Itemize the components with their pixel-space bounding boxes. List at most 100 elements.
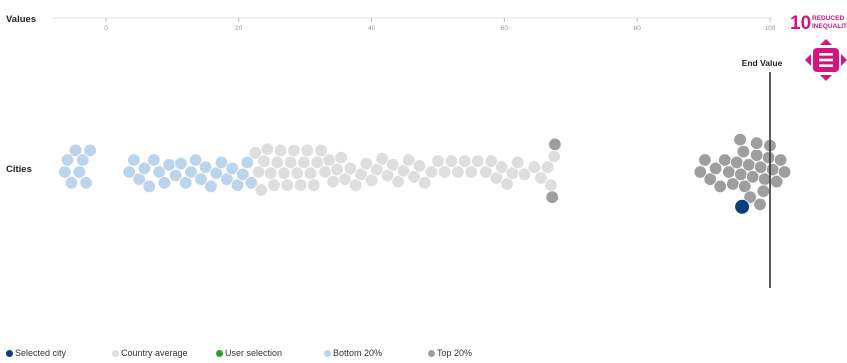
country-average-point[interactable] — [273, 143, 288, 158]
bottom-20-point[interactable] — [76, 153, 90, 167]
top-20-point[interactable] — [730, 155, 744, 170]
top-20-point[interactable] — [703, 172, 717, 186]
country-average-point[interactable] — [484, 154, 498, 168]
top-20-point[interactable] — [698, 153, 712, 167]
country-average-point[interactable] — [540, 160, 555, 174]
bottom-20-point[interactable] — [142, 179, 156, 194]
top-20-point[interactable] — [548, 137, 562, 152]
bottom-20-point[interactable] — [214, 155, 229, 170]
bottom-20-point[interactable] — [236, 167, 250, 182]
country-average-point[interactable] — [287, 143, 301, 158]
country-average-point[interactable] — [489, 171, 504, 185]
country-average-point[interactable] — [283, 155, 298, 170]
bottom-20-point[interactable] — [147, 153, 161, 167]
top-20-point[interactable] — [762, 150, 776, 165]
bottom-20-point[interactable] — [209, 166, 223, 180]
country-average-point[interactable] — [412, 159, 427, 173]
country-average-point[interactable] — [359, 156, 374, 171]
country-average-point[interactable] — [330, 162, 344, 177]
top-20-point[interactable] — [736, 144, 751, 159]
legend-item[interactable]: Selected city — [6, 348, 66, 358]
top-20-point[interactable] — [750, 136, 764, 150]
country-average-point[interactable] — [547, 149, 561, 164]
bottom-20-point[interactable] — [244, 176, 259, 190]
top-20-point[interactable] — [753, 197, 767, 212]
top-20-point[interactable] — [777, 165, 792, 179]
legend-item[interactable]: Country average — [112, 348, 188, 358]
country-average-point[interactable] — [511, 155, 525, 170]
country-average-point[interactable] — [544, 178, 558, 192]
country-average-point[interactable] — [364, 173, 379, 188]
country-average-point[interactable] — [257, 154, 271, 168]
country-average-point[interactable] — [349, 178, 363, 192]
country-average-point[interactable] — [396, 164, 411, 178]
country-average-point[interactable] — [370, 162, 384, 177]
legend-item[interactable]: Top 20% — [428, 348, 472, 358]
country-average-point[interactable] — [248, 146, 263, 160]
bottom-20-point[interactable] — [83, 143, 97, 158]
country-average-point[interactable] — [444, 154, 459, 168]
country-average-point[interactable] — [280, 178, 295, 192]
country-average-point[interactable] — [338, 172, 352, 186]
bottom-20-point[interactable] — [240, 155, 255, 170]
bottom-20-point[interactable] — [68, 143, 83, 158]
move-arrows-icon[interactable] — [805, 39, 847, 81]
country-average-point[interactable] — [267, 178, 281, 192]
top-20-point[interactable] — [733, 132, 747, 147]
country-average-point[interactable] — [254, 183, 269, 197]
country-average-point[interactable] — [407, 170, 421, 184]
top-20-point[interactable] — [756, 184, 771, 198]
bottom-20-point[interactable] — [137, 161, 152, 176]
top-20-point[interactable] — [718, 153, 732, 167]
country-average-point[interactable] — [402, 153, 416, 167]
country-average-point[interactable] — [264, 166, 278, 180]
bottom-20-point[interactable] — [204, 179, 218, 194]
country-average-point[interactable] — [293, 178, 308, 192]
top-20-point[interactable] — [713, 179, 727, 194]
country-average-point[interactable] — [300, 143, 314, 158]
bottom-20-point[interactable] — [194, 172, 208, 186]
bottom-20-point[interactable] — [174, 156, 188, 171]
country-average-point[interactable] — [500, 177, 514, 191]
bottom-20-point[interactable] — [79, 176, 93, 190]
bottom-20-point[interactable] — [64, 176, 79, 190]
bottom-20-point[interactable] — [58, 165, 72, 179]
country-average-point[interactable] — [343, 161, 358, 176]
country-average-point[interactable] — [314, 143, 328, 158]
bottom-20-point[interactable] — [127, 153, 141, 167]
country-average-point[interactable] — [471, 154, 485, 168]
country-average-point[interactable] — [290, 166, 304, 180]
country-average-point[interactable] — [354, 167, 368, 182]
country-average-point[interactable] — [464, 165, 478, 179]
top-20-point[interactable] — [750, 148, 764, 162]
bottom-20-point[interactable] — [162, 158, 176, 172]
bottom-20-point[interactable] — [152, 165, 166, 179]
country-average-point[interactable] — [495, 160, 509, 174]
bottom-20-point[interactable] — [198, 160, 213, 174]
bottom-20-point[interactable] — [230, 178, 245, 192]
country-average-point[interactable] — [260, 142, 275, 156]
selected-city-point[interactable] — [734, 199, 750, 215]
top-20-point[interactable] — [693, 165, 708, 179]
country-average-point[interactable] — [451, 165, 465, 179]
country-average-point[interactable] — [457, 154, 472, 168]
country-average-point[interactable] — [534, 171, 548, 185]
bottom-20-point[interactable] — [188, 153, 203, 167]
top-20-point[interactable] — [545, 190, 559, 204]
country-average-point[interactable] — [479, 165, 493, 179]
country-average-point[interactable] — [303, 166, 318, 180]
country-average-point[interactable] — [334, 150, 348, 165]
bottom-20-point[interactable] — [225, 161, 239, 176]
bottom-20-point[interactable] — [60, 153, 75, 167]
country-average-point[interactable] — [431, 154, 445, 168]
country-average-point[interactable] — [326, 174, 340, 189]
bottom-20-point[interactable] — [168, 168, 183, 183]
bottom-20-point[interactable] — [132, 172, 146, 186]
bottom-20-point[interactable] — [72, 165, 87, 179]
bottom-20-point[interactable] — [220, 172, 234, 186]
top-20-point[interactable] — [708, 161, 723, 176]
legend-item[interactable]: User selection — [216, 348, 282, 358]
country-average-point[interactable] — [307, 178, 321, 192]
country-average-point[interactable] — [375, 152, 389, 166]
legend-item[interactable]: Bottom 20% — [324, 348, 382, 358]
